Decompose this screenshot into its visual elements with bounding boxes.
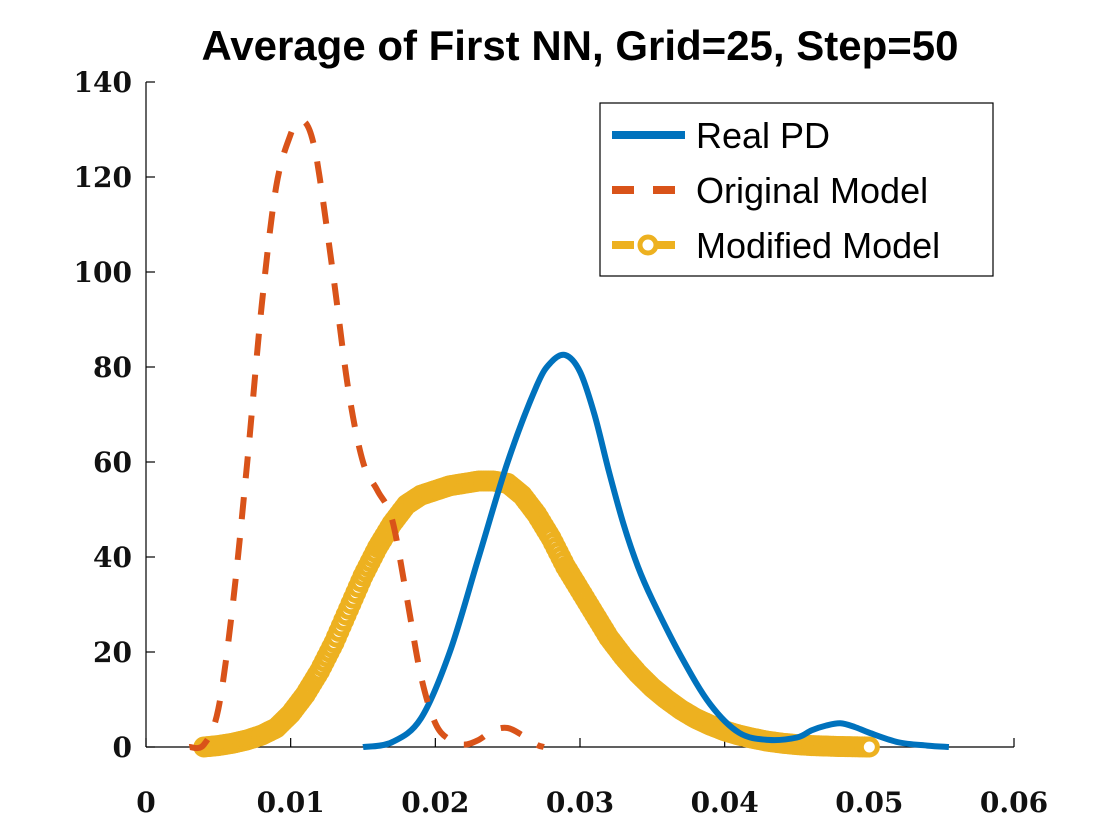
series-line-real-pd xyxy=(362,351,950,750)
legend-marker-modified-model xyxy=(637,234,659,256)
x-ticks: 0 0.01 0.02 0.03 0.04 0.05 0.06 xyxy=(136,738,1048,819)
x-tick-label: 0.02 xyxy=(401,786,469,819)
series-line-original-model xyxy=(188,118,545,752)
legend: Real PD Original Model Modified Model xyxy=(599,102,994,277)
y-tick-label: 100 xyxy=(74,256,132,289)
legend-item-original-model: Original Model xyxy=(612,170,928,211)
y-tick-label: 120 xyxy=(74,161,132,194)
series-original-model xyxy=(188,118,545,752)
series-modified-model xyxy=(193,470,880,758)
y-tick-label: 40 xyxy=(93,541,132,574)
chart-title: Average of First NN, Grid=25, Step=50 xyxy=(201,22,958,69)
x-tick-label: 0.06 xyxy=(980,786,1048,819)
y-ticks: 0 20 40 60 80 100 120 140 xyxy=(74,66,155,764)
plot-area: 0 0.01 0.02 0.03 0.04 0.05 0.06 0 20 40 60 80 100 12… xyxy=(74,66,1049,819)
x-tick-label: 0.05 xyxy=(835,786,903,819)
legend-item-modified-model: Modified Model xyxy=(612,225,940,266)
data-point-modified-model xyxy=(858,736,880,758)
series-real-pd xyxy=(362,351,950,750)
x-tick-label: 0 xyxy=(136,786,155,819)
series-layer xyxy=(188,118,950,758)
x-tick-label: 0.01 xyxy=(257,786,325,819)
y-tick-label: 60 xyxy=(93,446,132,479)
y-tick-label: 80 xyxy=(93,351,132,384)
legend-item-real-pd: Real PD xyxy=(612,115,830,156)
legend-label-original-model: Original Model xyxy=(696,170,928,211)
x-tick-label: 0.03 xyxy=(546,786,614,819)
y-tick-label: 140 xyxy=(74,66,132,99)
y-tick-label: 20 xyxy=(93,636,132,669)
x-tick-label: 0.04 xyxy=(691,786,759,819)
y-tick-label: 0 xyxy=(113,731,132,764)
legend-label-modified-model: Modified Model xyxy=(696,225,940,266)
legend-label-real-pd: Real PD xyxy=(696,115,830,156)
